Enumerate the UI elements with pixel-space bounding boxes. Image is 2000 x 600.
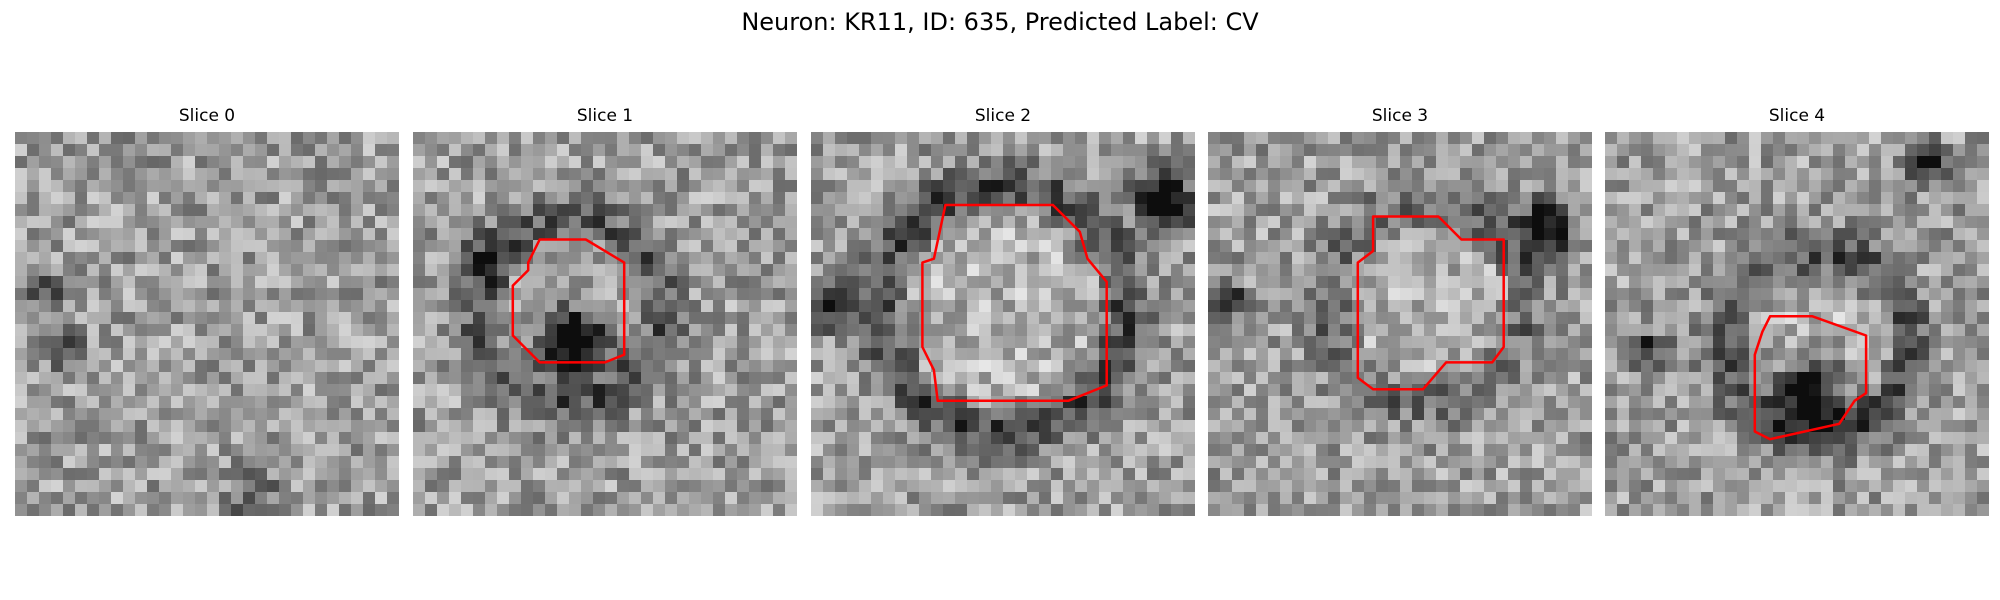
slice-panel-2: Slice 2 — [811, 105, 1195, 516]
neuron-contour — [1753, 315, 1868, 441]
slice-image — [1208, 132, 1592, 516]
slice-title: Slice 1 — [576, 106, 634, 126]
slice-title: Slice 4 — [1768, 106, 1826, 126]
slice-title: Slice 0 — [178, 106, 236, 126]
slice-panel-4: Slice 4 — [1605, 105, 1989, 516]
pixel-grid — [1605, 132, 1989, 516]
pixel-grid — [413, 132, 797, 516]
slice-image — [811, 132, 1195, 516]
slice-panel-1: Slice 1 — [413, 105, 797, 516]
pixel-grid — [811, 132, 1195, 516]
pixel-grid — [1208, 132, 1592, 516]
neuron-contour — [511, 238, 626, 364]
neuron-contour — [921, 203, 1108, 403]
pixel-grid — [15, 132, 399, 516]
slice-image — [413, 132, 797, 516]
slice-title: Slice 2 — [974, 106, 1032, 126]
slice-title: Slice 3 — [1371, 106, 1429, 126]
figure-title: Neuron: KR11, ID: 635, Predicted Label: … — [741, 8, 1259, 36]
slice-image — [1605, 132, 1989, 516]
slice-image — [15, 132, 399, 516]
slice-panel-0: Slice 0 — [15, 105, 399, 516]
neuron-contour — [1356, 215, 1505, 391]
slice-panel-3: Slice 3 — [1208, 105, 1592, 516]
